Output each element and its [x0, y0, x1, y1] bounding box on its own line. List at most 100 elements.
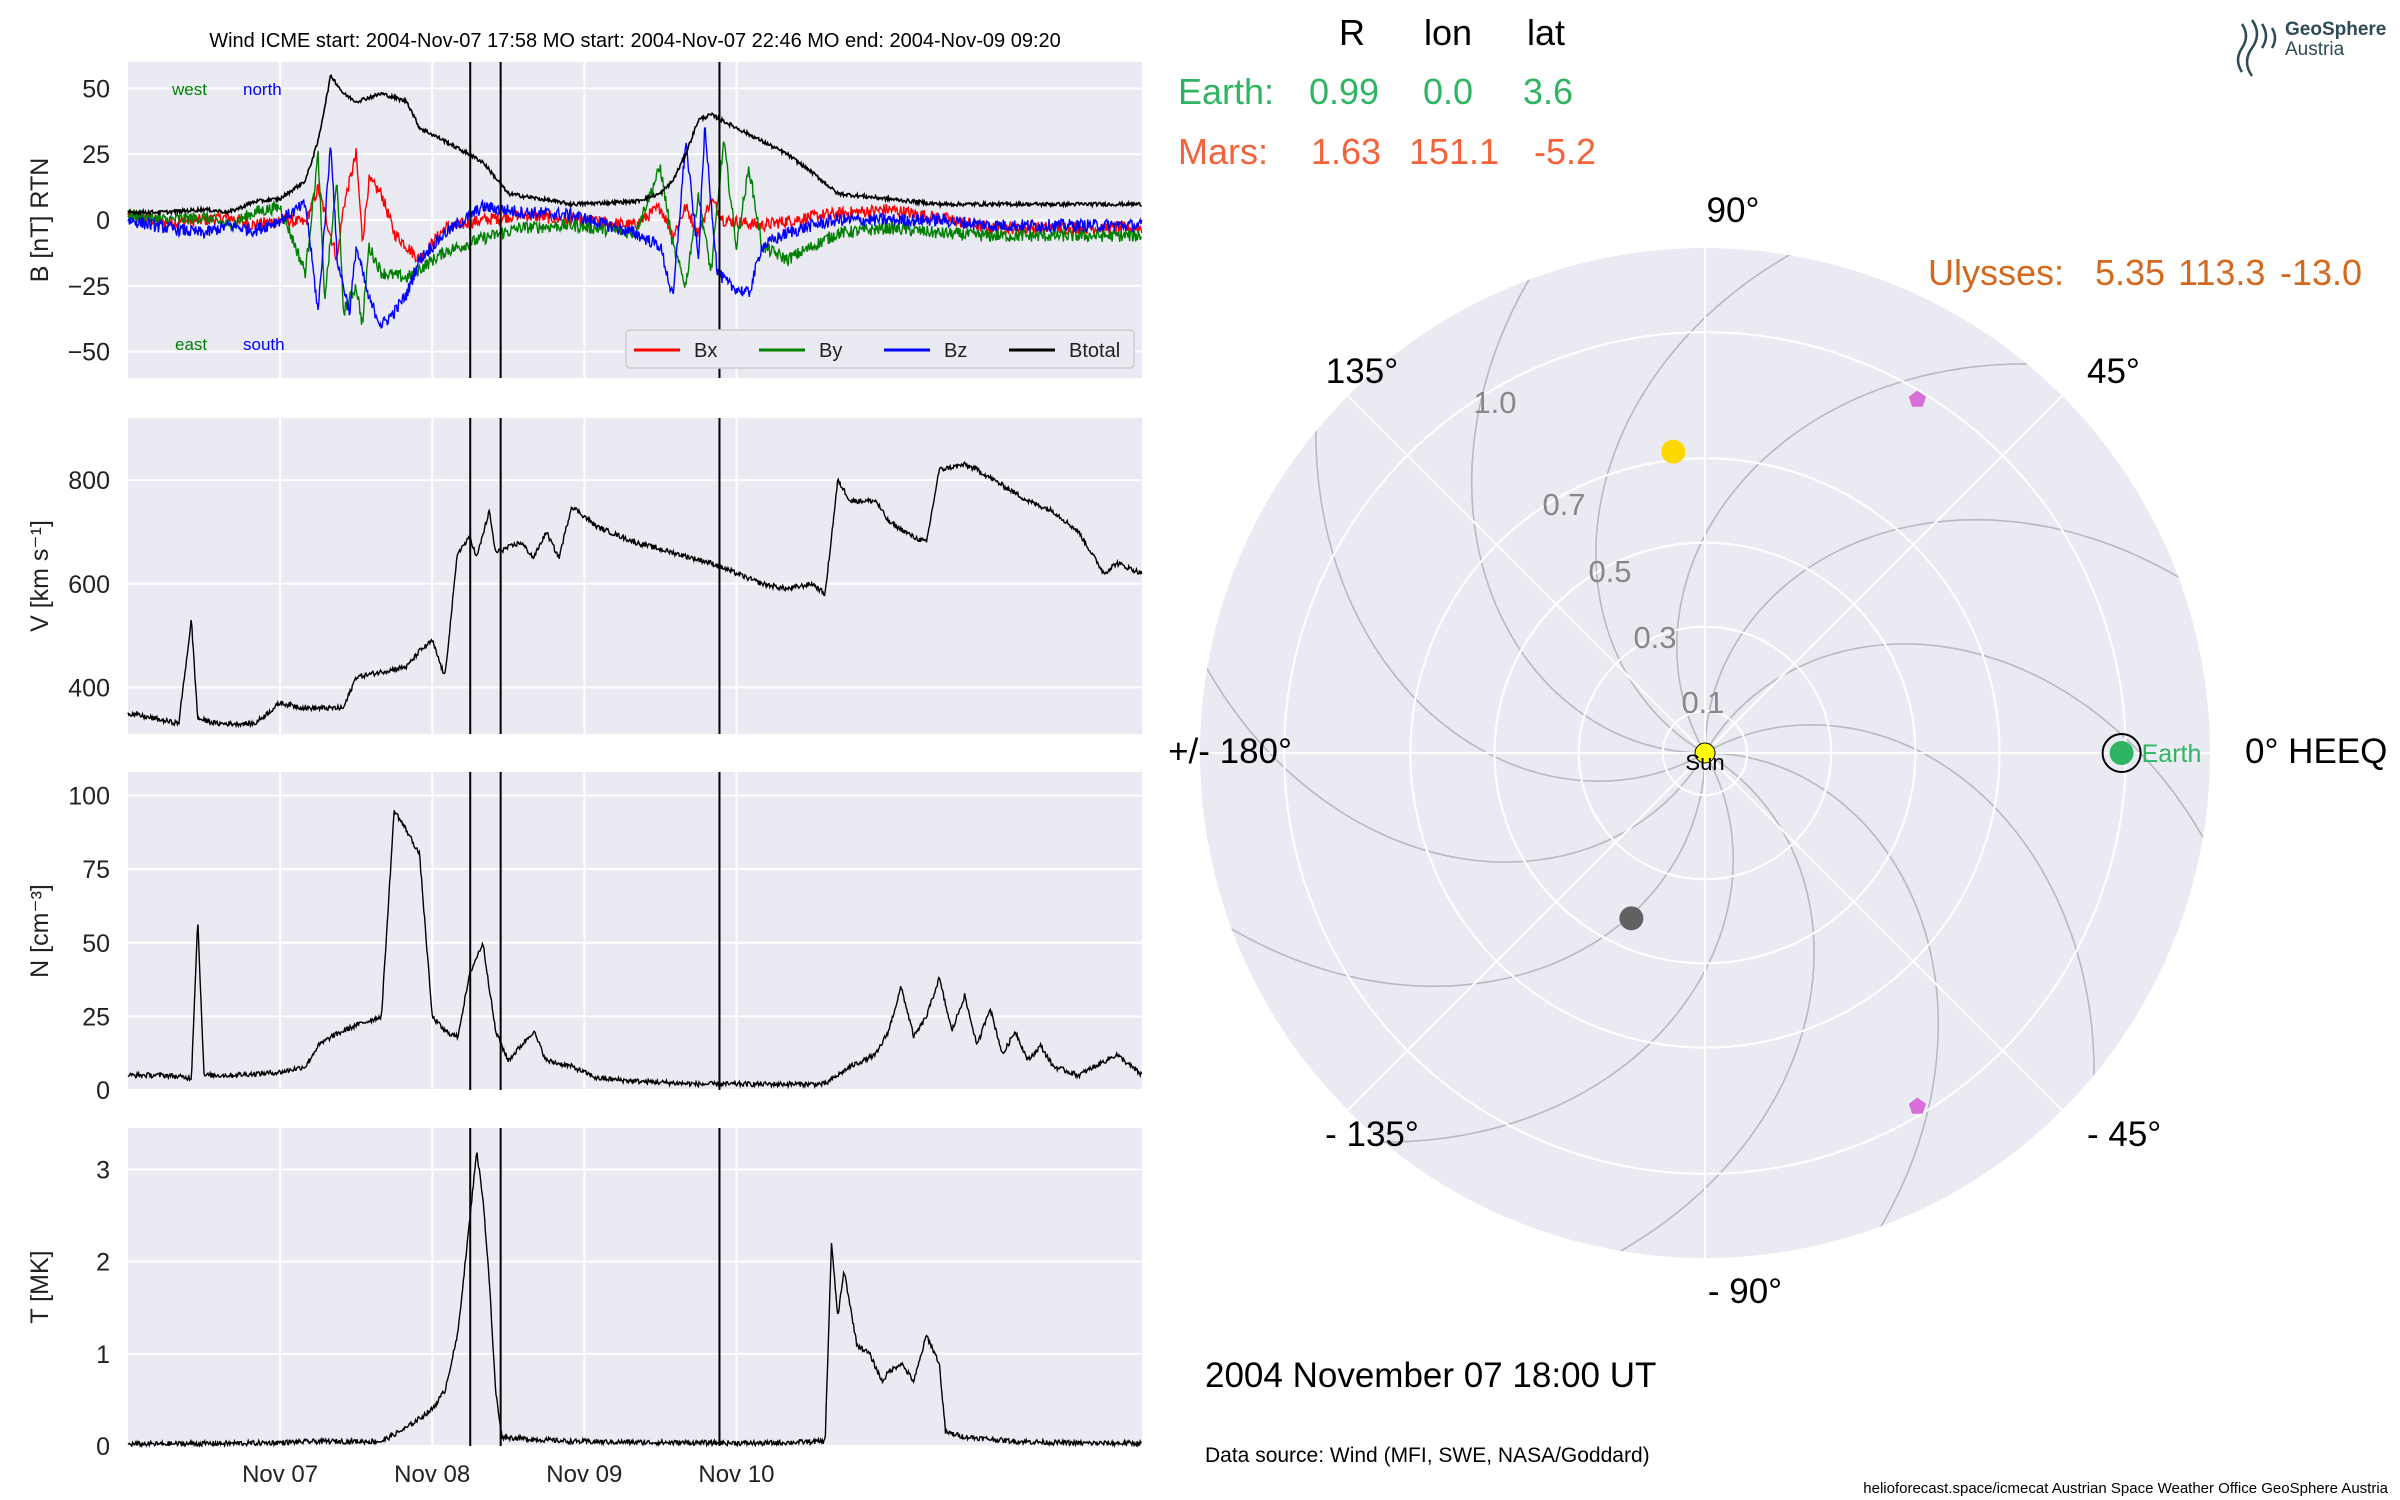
spiral-line: [1470, 248, 1697, 754]
stereo-marker: [1908, 390, 1926, 407]
col-r: R: [1339, 12, 1365, 53]
spiral-line: [1315, 335, 1698, 783]
mars-label: Mars:: [1178, 131, 1268, 172]
polar-angle-label-a135: 135°: [1326, 352, 1398, 391]
y-tick-label: 75: [82, 856, 110, 884]
polar-angle-label-a90: 90°: [1707, 191, 1760, 230]
polar-angle-label-a45: 45°: [2087, 352, 2140, 391]
mars-r: 1.63: [1311, 131, 1381, 172]
y-axis-label: T [MK]: [26, 1250, 54, 1323]
polar-r-label: 0.1: [1681, 685, 1724, 720]
earth-label: Earth:: [1178, 71, 1274, 112]
polar-ring: [1661, 709, 1749, 797]
spiral-line: [1675, 363, 2123, 746]
col-lon: lon: [1424, 12, 1472, 53]
parker-spirals: [1200, 248, 2210, 1258]
spiral-line: [1712, 723, 2095, 1171]
east-label: east: [175, 335, 207, 354]
spiral-line: [1708, 643, 2210, 925]
spiral-line: [1200, 761, 1706, 988]
polar-ring: [1493, 541, 1917, 965]
y-axis-label: V [km s⁻¹]: [26, 520, 54, 632]
y-axis-label: B [nT] RTN: [26, 158, 54, 283]
figure-title: Wind ICME start: 2004-Nov-07 17:58 MO st…: [209, 30, 1061, 52]
polar-plot: 0.10.30.50.7 1.0 90° 45° 0° HEEQ - 45° - 90° - …: [1168, 191, 2387, 1311]
y-tick-label: 3: [96, 1156, 110, 1184]
series-line-T: [127, 1152, 1142, 1449]
geosphere-logo: GeoSphere Austria: [2236, 19, 2386, 77]
sun-label: Sun: [1685, 750, 1724, 775]
ulysses-lat: -13.0: [2280, 252, 2362, 293]
south-label: south: [243, 335, 285, 354]
plot-date: 2004 November 07 18:00 UT: [1205, 1356, 1656, 1395]
panel-background: [128, 772, 1142, 1090]
y-tick-label: 400: [68, 674, 110, 702]
polar-ring: [1409, 457, 2001, 1049]
stereo-marker: [1908, 1097, 1926, 1114]
y-tick-label: 800: [68, 467, 110, 495]
polar-angle-label-am90: - 90°: [1708, 1272, 1782, 1311]
venus-marker: [1661, 439, 1686, 464]
mercury-marker: [1619, 906, 1644, 931]
data-source: Data source: Wind (MFI, SWE, NASA/Goddar…: [1205, 1444, 1650, 1467]
panel-background: [128, 418, 1142, 734]
y-tick-label: 50: [82, 930, 110, 958]
legend-box: [625, 329, 1135, 369]
legend-label-Bx: Bx: [694, 340, 717, 362]
panel-N: 100 75 50 25 0 N [cm⁻³]: [26, 772, 1143, 1105]
y-tick-label: 1: [96, 1341, 110, 1369]
logo-icon: [2236, 19, 2277, 77]
panel-background: [128, 1128, 1142, 1446]
x-tick-label: Nov 08: [394, 1461, 470, 1488]
x-tick-label: Nov 10: [698, 1461, 774, 1488]
polar-angle-label-a180: +/- 180°: [1168, 732, 1292, 771]
earth-lat: 3.6: [1523, 71, 1573, 112]
ulysses-label: Ulysses:: [1928, 252, 2064, 293]
y-tick-label: 0: [96, 1433, 110, 1461]
spiral-line: [1704, 518, 2210, 745]
y-tick-label: 25: [82, 141, 110, 169]
spiral-line: [1533, 756, 1815, 1258]
y-tick-label: 0: [96, 1077, 110, 1105]
position-table: R lon lat Earth: 0.99 0.0 3.6 Mars: 1.63…: [1178, 12, 2362, 293]
legend-label-By: By: [819, 340, 842, 362]
sun-marker: [1694, 742, 1716, 764]
series-line-Btotal: [127, 74, 1142, 217]
y-tick-label: 0: [96, 207, 110, 235]
polar-r-label: 0.7: [1542, 487, 1585, 522]
polar-angle-label-am45: - 45°: [2087, 1115, 2161, 1154]
footer-links: helioforecast.space/icmecat Austrian Spa…: [1863, 1480, 2388, 1497]
y-tick-label: −25: [68, 273, 110, 301]
polar-ring: [1577, 625, 1833, 881]
x-tick-label: Nov 07: [242, 1461, 318, 1488]
panel-T: 3 2 1 0 T [MK] Nov 07 Nov 08 Nov 09 Nov 10: [26, 1128, 1142, 1488]
mars-lon: 151.1: [1409, 131, 1499, 172]
north-label: north: [243, 80, 282, 99]
y-tick-label: 25: [82, 1003, 110, 1031]
legend-label-Btotal: Btotal: [1069, 340, 1120, 362]
y-tick-label: 600: [68, 571, 110, 599]
panel-B: 50 25 0 −25 −50 B [nT] RTN west north east south B…: [26, 62, 1143, 378]
y-axis-label: N [cm⁻³]: [26, 884, 54, 978]
y-tick-label: 2: [96, 1249, 110, 1277]
panel-V: 800 600 400 V [km s⁻¹]: [26, 418, 1143, 734]
series-line-V: [127, 460, 1143, 729]
spiral-line: [1713, 752, 1940, 1258]
legend-label-Bz: Bz: [944, 340, 967, 362]
y-tick-label: 50: [82, 75, 110, 103]
ulysses-lon: 113.3: [2178, 252, 2265, 293]
polar-r-label: 1.0: [1473, 385, 1516, 420]
logo-line1: GeoSphere: [2285, 19, 2386, 40]
series-line-Bz: [127, 127, 1143, 329]
earth-marker: [2109, 741, 2134, 765]
mars-lat: -5.2: [1534, 131, 1596, 172]
series-line-N: [127, 810, 1143, 1090]
ulysses-r: 5.35: [2095, 252, 2165, 293]
spiral-line: [1595, 248, 1877, 750]
y-tick-label: 100: [68, 783, 110, 811]
earth-ring: [2101, 733, 2142, 773]
west-label: west: [171, 80, 207, 99]
x-tick-label: Nov 09: [546, 1461, 622, 1488]
